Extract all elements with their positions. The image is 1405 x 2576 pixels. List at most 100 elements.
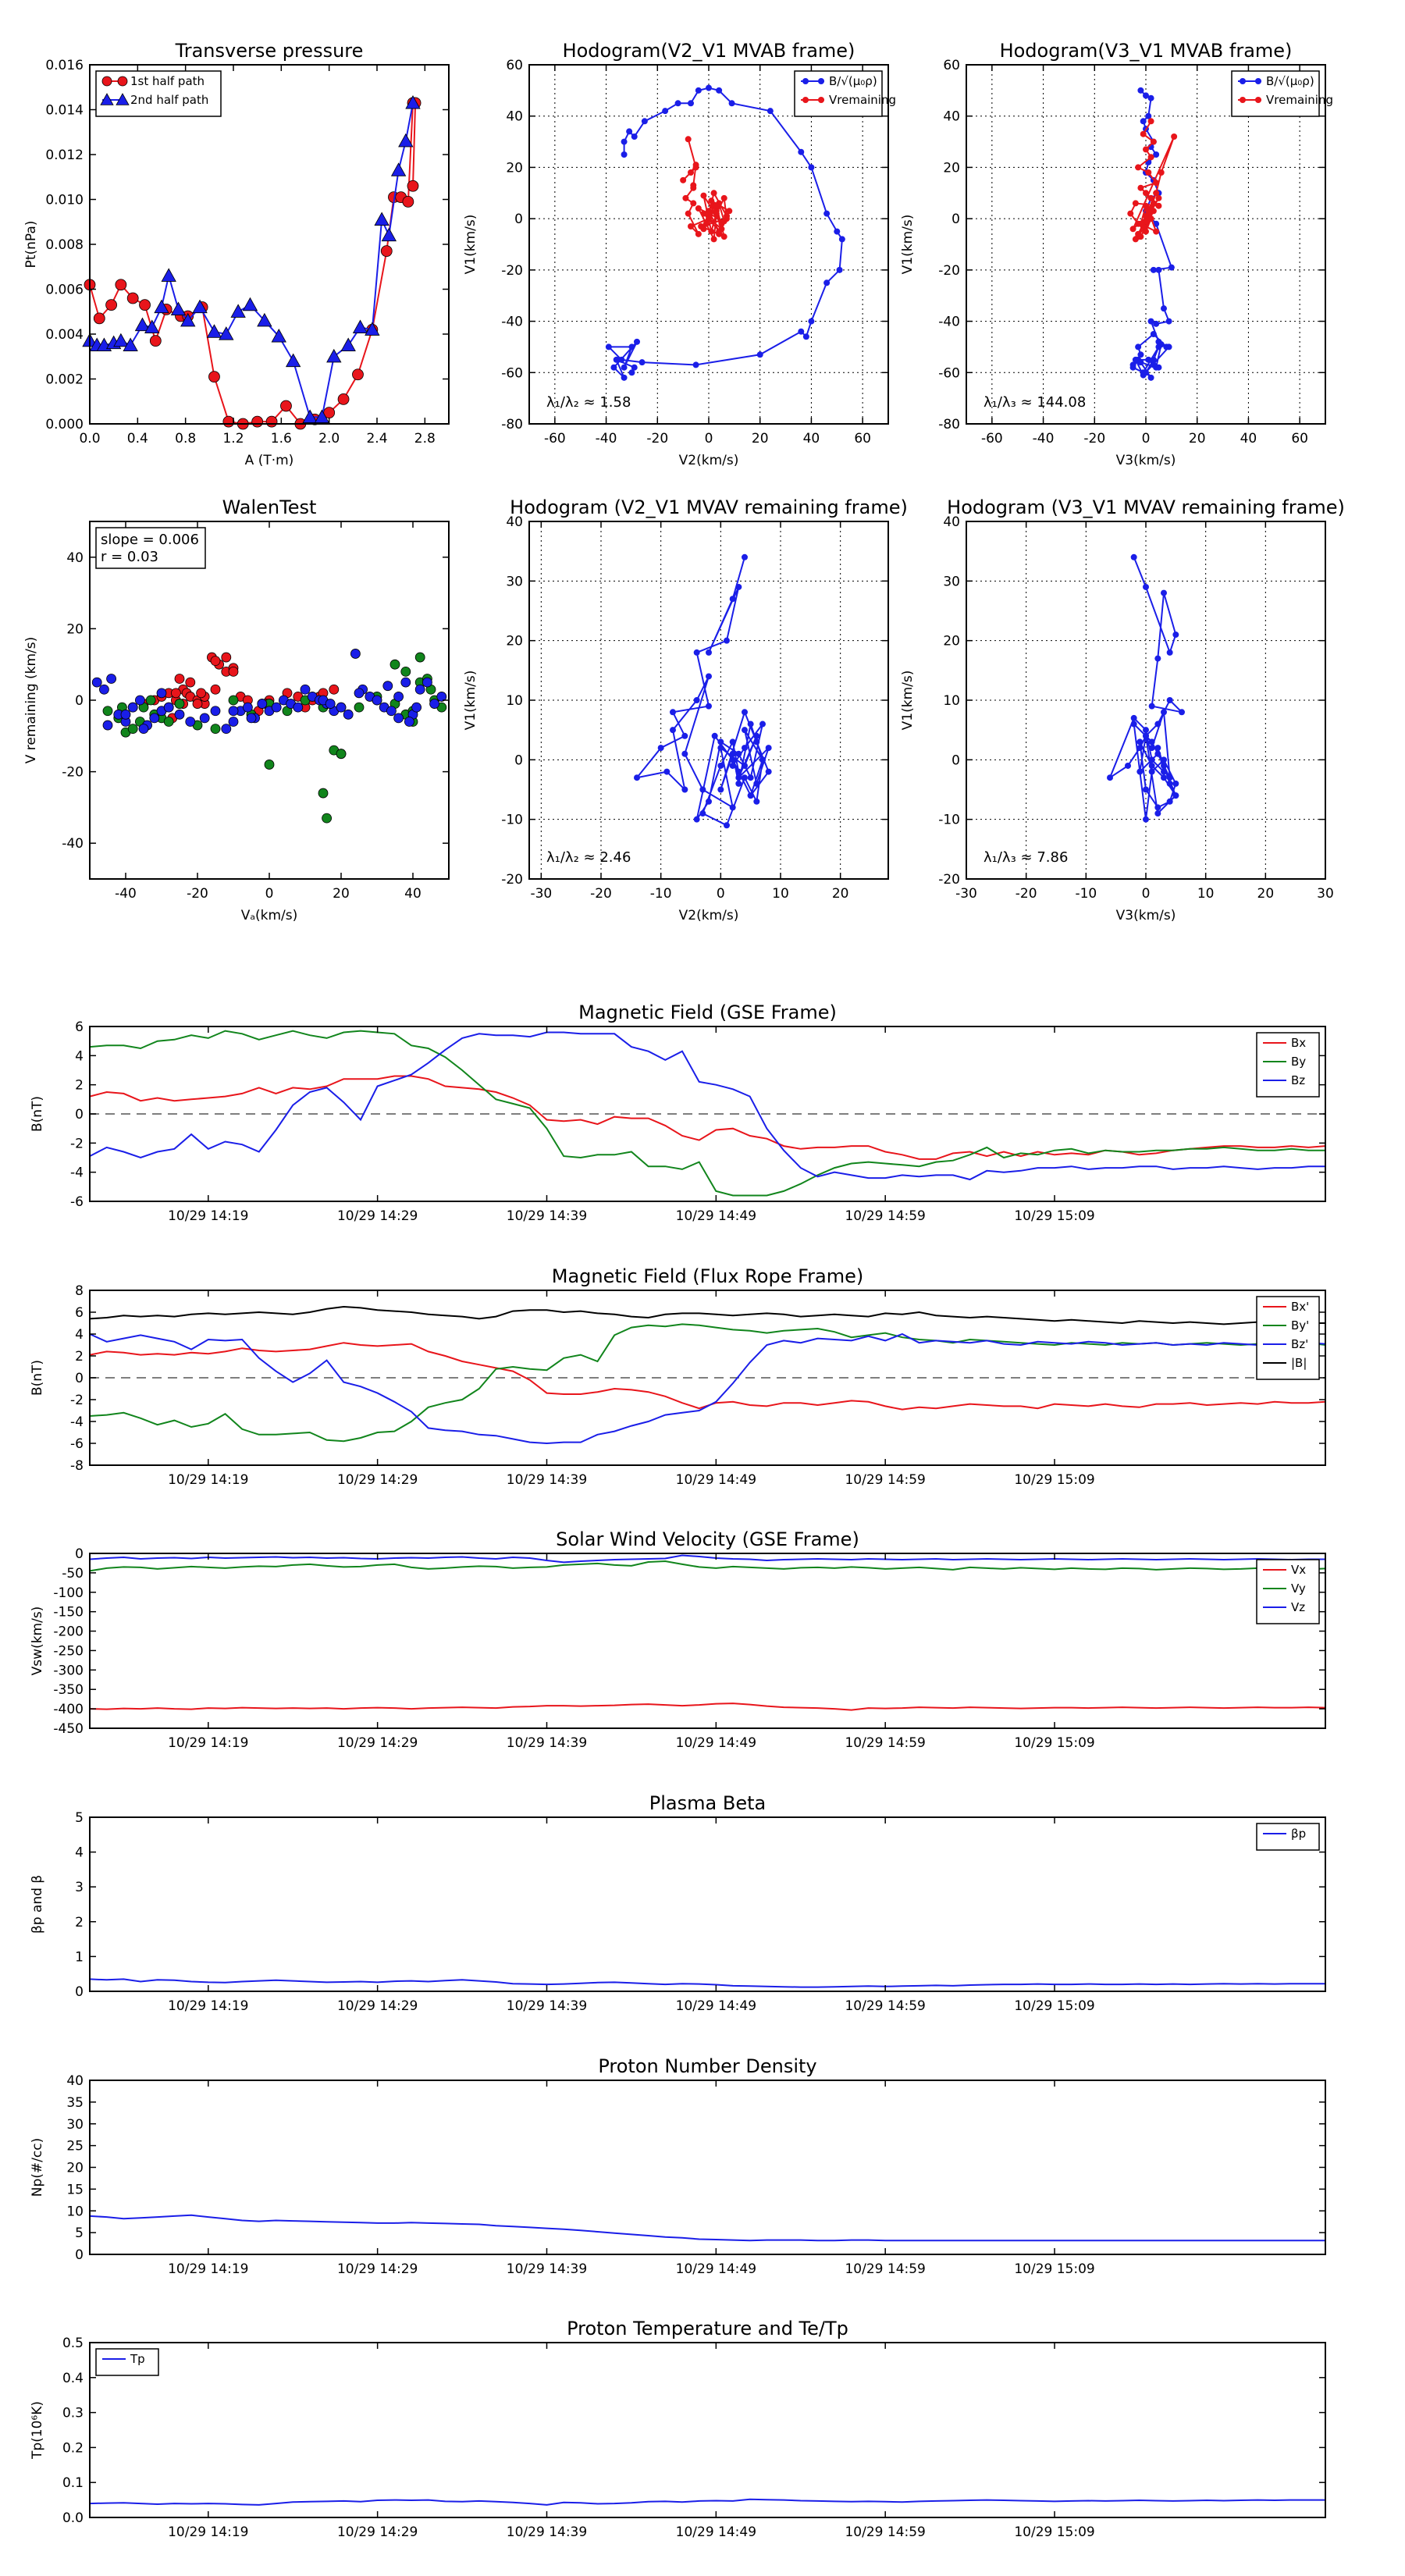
- y-axis-label: Pt(nPa): [23, 221, 39, 269]
- y-tick-label: -400: [53, 1702, 84, 1717]
- y-axis-label: Tp(10⁶K): [30, 2401, 45, 2460]
- y-tick-label: 5: [75, 1810, 84, 1826]
- legend-marker: [802, 78, 809, 84]
- y-tick-label: -20: [938, 872, 960, 888]
- chart-walen: WalenTest -40 -20 0 20 40 -40 -20 0 20 40 Vₐ(km/s) V…: [23, 496, 450, 923]
- x-tick-label: 30: [1317, 886, 1334, 902]
- x-tick-label: 10/29 14:39: [507, 2524, 587, 2540]
- annotation-text: λ₁/λ₂ ≈ 1.58: [546, 394, 631, 411]
- x-tick-label: 40: [1240, 431, 1257, 447]
- data-point: [1148, 745, 1155, 752]
- legend-marker: [1240, 97, 1246, 103]
- series-Vremaining: [680, 136, 733, 243]
- data-point: [1145, 112, 1152, 119]
- data-point: [1143, 816, 1149, 823]
- data-point: [753, 798, 760, 805]
- data-point: [1150, 361, 1157, 368]
- data-point: [1161, 305, 1167, 312]
- legend-label: Vremaining: [829, 93, 896, 107]
- chart-np: Proton Number Density 0 5 10 15 20 25 30 35 40 10/…: [30, 2055, 1326, 2277]
- x-tick-label: -30: [530, 886, 552, 902]
- data-point: [93, 312, 105, 325]
- y-tick-label: 0.010: [45, 193, 84, 208]
- y-tick-label: 20: [66, 621, 84, 637]
- plot-frame: [89, 2080, 1326, 2255]
- x-tick-label: 2.0: [318, 431, 340, 447]
- x-tick-label: 60: [1291, 431, 1308, 447]
- data-point: [1153, 151, 1160, 158]
- data-point: [720, 233, 727, 240]
- data-point: [610, 364, 617, 371]
- data-point: [1166, 780, 1173, 787]
- y-tick-label: 60: [943, 58, 960, 73]
- data-point: [692, 361, 699, 368]
- data-point: [836, 266, 843, 273]
- data-point: [1136, 768, 1144, 775]
- data-point: [710, 236, 717, 243]
- data-point: [1172, 632, 1179, 639]
- data-point: [206, 324, 222, 338]
- x-tick-label: 10/29 14:19: [168, 1735, 248, 1751]
- legend-label: Vremaining: [1266, 93, 1333, 107]
- data-point: [1171, 133, 1178, 140]
- data-point: [414, 652, 425, 663]
- data-point: [706, 673, 712, 680]
- data-point: [742, 553, 748, 560]
- annotation-text: λ₁/λ₂ ≈ 2.46: [546, 849, 631, 866]
- data-point: [1132, 356, 1139, 363]
- legend-label: Bz: [1291, 1073, 1305, 1087]
- data-point: [228, 695, 239, 706]
- data-point: [713, 210, 720, 217]
- series-line: [89, 1560, 1326, 1572]
- y-tick-label: 5: [75, 2226, 84, 2241]
- data-point: [1143, 218, 1149, 225]
- y-tick-label: 30: [943, 574, 960, 589]
- x-tick-label: 10/29 14:19: [168, 1998, 248, 2014]
- x-tick-label: -20: [1016, 886, 1037, 902]
- data-point: [120, 709, 131, 720]
- data-point: [1143, 727, 1149, 734]
- legend-label: Vy: [1291, 1582, 1306, 1596]
- chart-title: Hodogram(V3_V1 MVAB frame): [1000, 40, 1293, 62]
- data-point: [1154, 720, 1161, 728]
- data-point: [1137, 87, 1144, 94]
- x-tick-label: 20: [752, 431, 769, 447]
- data-point: [700, 192, 707, 199]
- x-tick-label: 10/29 14:49: [676, 1472, 756, 1488]
- data-point: [386, 706, 397, 717]
- data-point: [1168, 264, 1175, 271]
- y-tick-label: -6: [70, 1436, 84, 1452]
- y-tick-label: 60: [506, 58, 523, 73]
- chart-title: Hodogram (V2_V1 MVAV remaining frame): [510, 496, 908, 518]
- chart-bgse: Magnetic Field (GSE Frame) -6 -4 -2 0 2 4 6 10/2…: [30, 1002, 1326, 1224]
- data-point: [144, 319, 160, 333]
- data-point: [1135, 164, 1142, 171]
- data-point: [354, 688, 365, 699]
- series-s1: [102, 652, 447, 824]
- x-tick-label: 10/29 14:19: [168, 1208, 248, 1224]
- data-point: [1107, 774, 1113, 781]
- data-point: [402, 195, 414, 208]
- data-point: [382, 681, 393, 692]
- data-point: [1130, 720, 1137, 728]
- x-axis-label: V2(km/s): [679, 453, 739, 468]
- data-point: [1148, 768, 1155, 775]
- data-point: [767, 108, 774, 115]
- x-axis-label: V3(km/s): [1116, 908, 1176, 923]
- data-point: [674, 100, 681, 107]
- data-point: [706, 649, 712, 656]
- legend-marker: [100, 93, 114, 105]
- data-point: [729, 750, 736, 757]
- data-point: [1137, 184, 1144, 191]
- x-tick-label: 10/29 14:19: [168, 2261, 248, 2277]
- y-tick-label: -60: [501, 365, 523, 381]
- legend-marker: [818, 97, 824, 103]
- data-point: [192, 299, 208, 314]
- x-axis-label: V3(km/s): [1116, 453, 1176, 468]
- legend-label: B/√(μ₀ρ): [1266, 74, 1314, 88]
- data-point: [798, 328, 805, 335]
- x-tick-label: -20: [646, 431, 668, 447]
- series-s2: [91, 649, 447, 735]
- x-tick-label: -10: [650, 886, 672, 902]
- data-point: [264, 760, 275, 770]
